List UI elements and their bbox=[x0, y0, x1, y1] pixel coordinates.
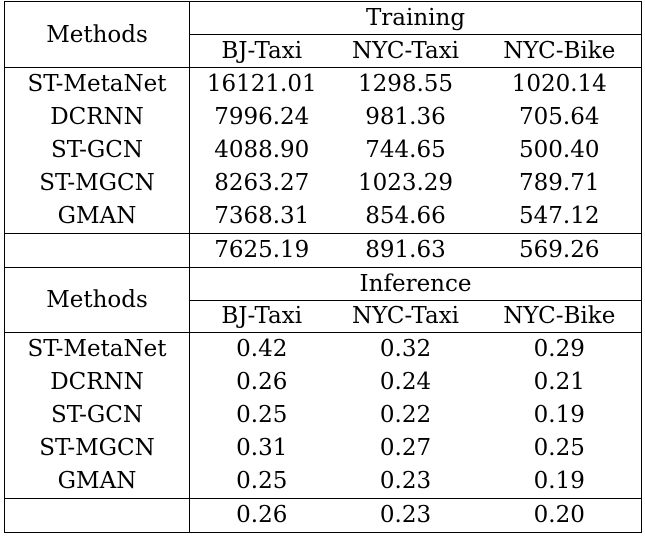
summary-cell: 569.26 bbox=[477, 233, 643, 268]
training-summary-row: 7625.19 891.63 569.26 bbox=[4, 233, 643, 268]
results-table-container: Methods Training BJ-Taxi NYC-Taxi NYC-Bi… bbox=[4, 1, 643, 533]
table-cell: 0.19 bbox=[477, 465, 643, 499]
training-col-header: NYC-Bike bbox=[477, 34, 643, 68]
table-row: ST-MetaNet 0.42 0.32 0.29 bbox=[4, 332, 643, 366]
results-table: Methods Training BJ-Taxi NYC-Taxi NYC-Bi… bbox=[4, 1, 643, 533]
table-cell: 0.21 bbox=[477, 366, 643, 399]
training-col-header: BJ-Taxi bbox=[221, 38, 303, 64]
method-name: GMAN bbox=[4, 200, 190, 234]
table-cell: 0.25 bbox=[236, 402, 288, 428]
inference-section-label: Inference bbox=[189, 267, 643, 301]
table-cell: 744.65 bbox=[365, 137, 446, 163]
table-cell: 0.26 bbox=[236, 369, 288, 395]
table-cell: 16121.01 bbox=[189, 67, 334, 101]
table-cell: 500.40 bbox=[477, 134, 643, 167]
method-name: ST-MGCN bbox=[4, 432, 190, 465]
table-cell: 0.24 bbox=[379, 369, 432, 395]
inference-methods-header: Methods bbox=[4, 267, 190, 333]
table-row: ST-MetaNet 16121.01 1298.55 1020.14 bbox=[4, 67, 643, 101]
table-row: ST-GCN 0.25 0.22 0.19 bbox=[4, 399, 643, 432]
summary-cell: 891.63 bbox=[333, 233, 478, 268]
table-cell: 0.29 bbox=[477, 332, 643, 366]
table-cell: 0.32 bbox=[333, 332, 478, 366]
method-name: GMAN bbox=[4, 465, 190, 499]
method-name: ST-MetaNet bbox=[4, 67, 190, 101]
training-col-header: NYC-Taxi bbox=[351, 38, 460, 64]
table-row: DCRNN 0.26 0.24 0.21 bbox=[4, 366, 643, 399]
inference-columns-row: BJ-Taxi NYC-Taxi NYC-Bike bbox=[5, 300, 643, 333]
inference-col-header: BJ-Taxi bbox=[221, 303, 303, 329]
table-row: ST-GCN 4088.90 744.65 500.40 bbox=[4, 134, 643, 167]
table-cell: 547.12 bbox=[477, 200, 643, 234]
table-cell: 4088.90 bbox=[214, 137, 310, 163]
summary-cell: 0.26 bbox=[189, 498, 334, 533]
inference-summary-row: 0.26 0.23 0.20 bbox=[4, 498, 643, 533]
method-name: DCRNN bbox=[4, 366, 190, 399]
method-name: ST-GCN bbox=[4, 399, 190, 432]
table-cell: 981.36 bbox=[365, 104, 446, 130]
table-cell: 1020.14 bbox=[477, 67, 643, 101]
inference-header-row: Methods Inference bbox=[4, 267, 643, 333]
table-cell: 0.22 bbox=[379, 402, 432, 428]
table-cell: 789.71 bbox=[477, 167, 643, 200]
table-cell: 854.66 bbox=[365, 203, 446, 229]
summary-label bbox=[4, 498, 190, 533]
training-columns-row: BJ-Taxi NYC-Taxi NYC-Bike bbox=[5, 34, 643, 68]
table-cell: 0.31 bbox=[236, 435, 288, 461]
table-cell: 0.25 bbox=[477, 432, 643, 465]
table-cell: 8263.27 bbox=[214, 170, 310, 196]
summary-label bbox=[4, 233, 190, 268]
method-name: ST-MGCN bbox=[4, 167, 190, 200]
method-name: ST-MetaNet bbox=[4, 332, 190, 366]
table-cell: 0.19 bbox=[477, 399, 643, 432]
table-cell: 705.64 bbox=[477, 101, 643, 134]
table-cell: 0.25 bbox=[236, 468, 288, 494]
training-methods-header: Methods bbox=[4, 1, 190, 68]
table-cell: 7996.24 bbox=[214, 104, 310, 130]
table-row: DCRNN 7996.24 981.36 705.64 bbox=[4, 101, 643, 134]
table-row: ST-MGCN 0.31 0.27 0.25 bbox=[4, 432, 643, 465]
table-cell: 0.27 bbox=[379, 435, 432, 461]
table-row: ST-MGCN 8263.27 1023.29 789.71 bbox=[4, 167, 643, 200]
table-cell: 0.23 bbox=[379, 468, 432, 494]
table-cell: 1298.55 bbox=[333, 67, 478, 101]
training-header-row: Methods Training bbox=[4, 1, 643, 68]
table-cell: 7368.31 bbox=[214, 203, 310, 229]
inference-col-header: NYC-Taxi bbox=[351, 303, 460, 329]
method-name: DCRNN bbox=[4, 101, 190, 134]
table-cell: 0.42 bbox=[189, 332, 334, 366]
summary-cell: 7625.19 bbox=[189, 233, 334, 268]
summary-cell: 0.20 bbox=[477, 498, 643, 533]
inference-col-header: NYC-Bike bbox=[477, 300, 643, 333]
table-row: GMAN 0.25 0.23 0.19 bbox=[4, 465, 643, 499]
summary-cell: 0.23 bbox=[333, 498, 478, 533]
table-cell: 1023.29 bbox=[357, 170, 454, 196]
method-name: ST-GCN bbox=[4, 134, 190, 167]
training-section-label: Training bbox=[189, 1, 643, 35]
table-row: GMAN 7368.31 854.66 547.12 bbox=[4, 200, 643, 234]
